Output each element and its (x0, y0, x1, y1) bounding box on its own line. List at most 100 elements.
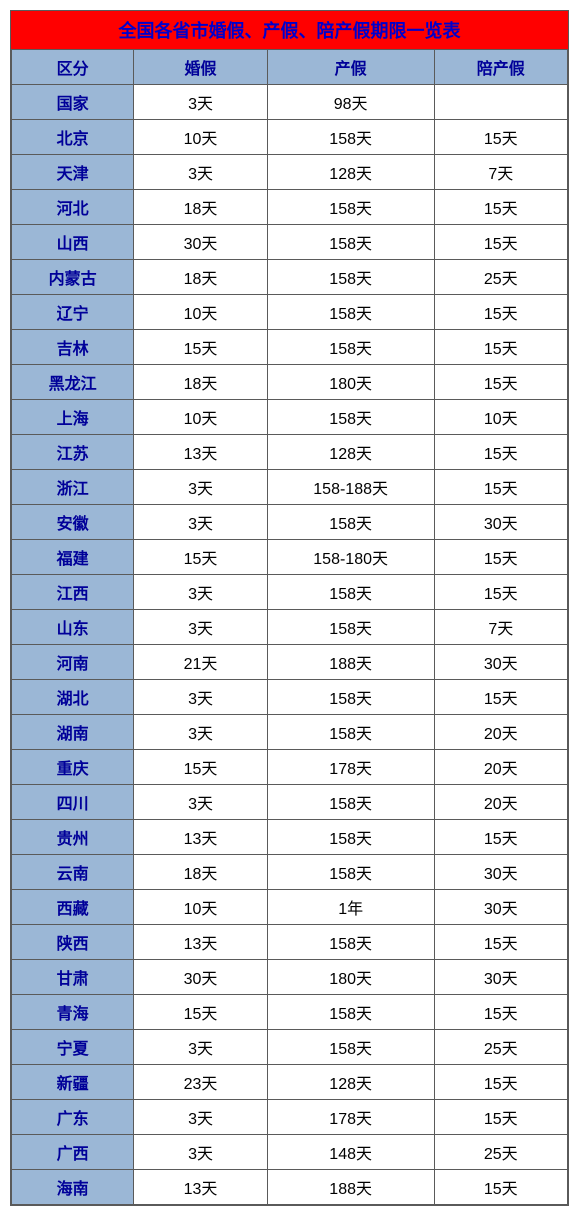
table-row: 山西30天158天15天 (12, 225, 568, 260)
header-region: 区分 (12, 50, 134, 85)
cell-maternity: 158天 (267, 1030, 434, 1065)
cell-maternity: 158天 (267, 925, 434, 960)
cell-paternity: 20天 (434, 785, 567, 820)
cell-region: 安徽 (12, 505, 134, 540)
cell-paternity: 20天 (434, 715, 567, 750)
cell-paternity: 7天 (434, 610, 567, 645)
table-row: 贵州13天158天15天 (12, 820, 568, 855)
cell-paternity: 15天 (434, 1100, 567, 1135)
table-row: 湖北3天158天15天 (12, 680, 568, 715)
cell-maternity: 158天 (267, 225, 434, 260)
cell-paternity: 15天 (434, 540, 567, 575)
cell-region: 西藏 (12, 890, 134, 925)
table-row: 广东3天178天15天 (12, 1100, 568, 1135)
cell-region: 北京 (12, 120, 134, 155)
cell-paternity: 7天 (434, 155, 567, 190)
table-row: 四川3天158天20天 (12, 785, 568, 820)
table-row: 上海10天158天10天 (12, 400, 568, 435)
cell-marriage: 3天 (134, 610, 267, 645)
cell-paternity: 15天 (434, 925, 567, 960)
table-row: 西藏10天1年30天 (12, 890, 568, 925)
cell-region: 云南 (12, 855, 134, 890)
cell-marriage: 30天 (134, 225, 267, 260)
cell-paternity: 30天 (434, 855, 567, 890)
cell-region: 福建 (12, 540, 134, 575)
cell-region: 广西 (12, 1135, 134, 1170)
cell-paternity: 15天 (434, 120, 567, 155)
leave-table-wrapper: 全国各省市婚假、产假、陪产假期限一览表 区分 婚假 产假 陪产假 国家3天98天… (10, 10, 569, 1206)
cell-maternity: 180天 (267, 960, 434, 995)
cell-marriage: 3天 (134, 85, 267, 120)
cell-maternity: 158天 (267, 505, 434, 540)
cell-region: 上海 (12, 400, 134, 435)
cell-region: 山东 (12, 610, 134, 645)
cell-paternity: 30天 (434, 890, 567, 925)
cell-marriage: 30天 (134, 960, 267, 995)
cell-maternity: 178天 (267, 1100, 434, 1135)
cell-marriage: 3天 (134, 575, 267, 610)
table-row: 河北18天158天15天 (12, 190, 568, 225)
cell-paternity: 25天 (434, 1135, 567, 1170)
cell-paternity: 15天 (434, 680, 567, 715)
cell-region: 江西 (12, 575, 134, 610)
cell-region: 陕西 (12, 925, 134, 960)
cell-region: 江苏 (12, 435, 134, 470)
cell-region: 宁夏 (12, 1030, 134, 1065)
table-row: 甘肃30天180天30天 (12, 960, 568, 995)
cell-marriage: 3天 (134, 1135, 267, 1170)
cell-marriage: 13天 (134, 925, 267, 960)
cell-paternity: 15天 (434, 1170, 567, 1205)
table-row: 山东3天158天7天 (12, 610, 568, 645)
cell-maternity: 158-180天 (267, 540, 434, 575)
table-row: 青海15天158天15天 (12, 995, 568, 1030)
cell-marriage: 10天 (134, 890, 267, 925)
table-row: 辽宁10天158天15天 (12, 295, 568, 330)
cell-maternity: 158天 (267, 610, 434, 645)
cell-paternity: 30天 (434, 505, 567, 540)
cell-region: 天津 (12, 155, 134, 190)
cell-region: 贵州 (12, 820, 134, 855)
cell-region: 山西 (12, 225, 134, 260)
cell-marriage: 3天 (134, 505, 267, 540)
cell-marriage: 3天 (134, 155, 267, 190)
cell-maternity: 158天 (267, 680, 434, 715)
cell-paternity: 10天 (434, 400, 567, 435)
cell-region: 辽宁 (12, 295, 134, 330)
table-row: 宁夏3天158天25天 (12, 1030, 568, 1065)
cell-marriage: 15天 (134, 750, 267, 785)
table-row: 陕西13天158天15天 (12, 925, 568, 960)
cell-maternity: 1年 (267, 890, 434, 925)
cell-paternity: 15天 (434, 225, 567, 260)
cell-marriage: 13天 (134, 1170, 267, 1205)
cell-region: 河南 (12, 645, 134, 680)
table-row: 重庆15天178天20天 (12, 750, 568, 785)
table-row: 国家3天98天 (12, 85, 568, 120)
cell-maternity: 158天 (267, 260, 434, 295)
cell-region: 新疆 (12, 1065, 134, 1100)
table-row: 黑龙江18天180天15天 (12, 365, 568, 400)
table-row: 海南13天188天15天 (12, 1170, 568, 1205)
cell-maternity: 128天 (267, 1065, 434, 1100)
table-row: 天津3天128天7天 (12, 155, 568, 190)
cell-marriage: 13天 (134, 820, 267, 855)
table-row: 内蒙古18天158天25天 (12, 260, 568, 295)
cell-region: 吉林 (12, 330, 134, 365)
table-row: 福建15天158-180天15天 (12, 540, 568, 575)
cell-marriage: 10天 (134, 120, 267, 155)
cell-paternity: 15天 (434, 365, 567, 400)
cell-paternity: 15天 (434, 295, 567, 330)
cell-region: 广东 (12, 1100, 134, 1135)
cell-marriage: 3天 (134, 1100, 267, 1135)
table-row: 安徽3天158天30天 (12, 505, 568, 540)
cell-maternity: 158天 (267, 820, 434, 855)
cell-marriage: 3天 (134, 1030, 267, 1065)
cell-paternity: 15天 (434, 1065, 567, 1100)
cell-paternity (434, 85, 567, 120)
cell-paternity: 15天 (434, 330, 567, 365)
cell-maternity: 178天 (267, 750, 434, 785)
cell-maternity: 158天 (267, 715, 434, 750)
table-row: 新疆23天128天15天 (12, 1065, 568, 1100)
cell-maternity: 158-188天 (267, 470, 434, 505)
cell-paternity: 30天 (434, 960, 567, 995)
cell-maternity: 158天 (267, 575, 434, 610)
